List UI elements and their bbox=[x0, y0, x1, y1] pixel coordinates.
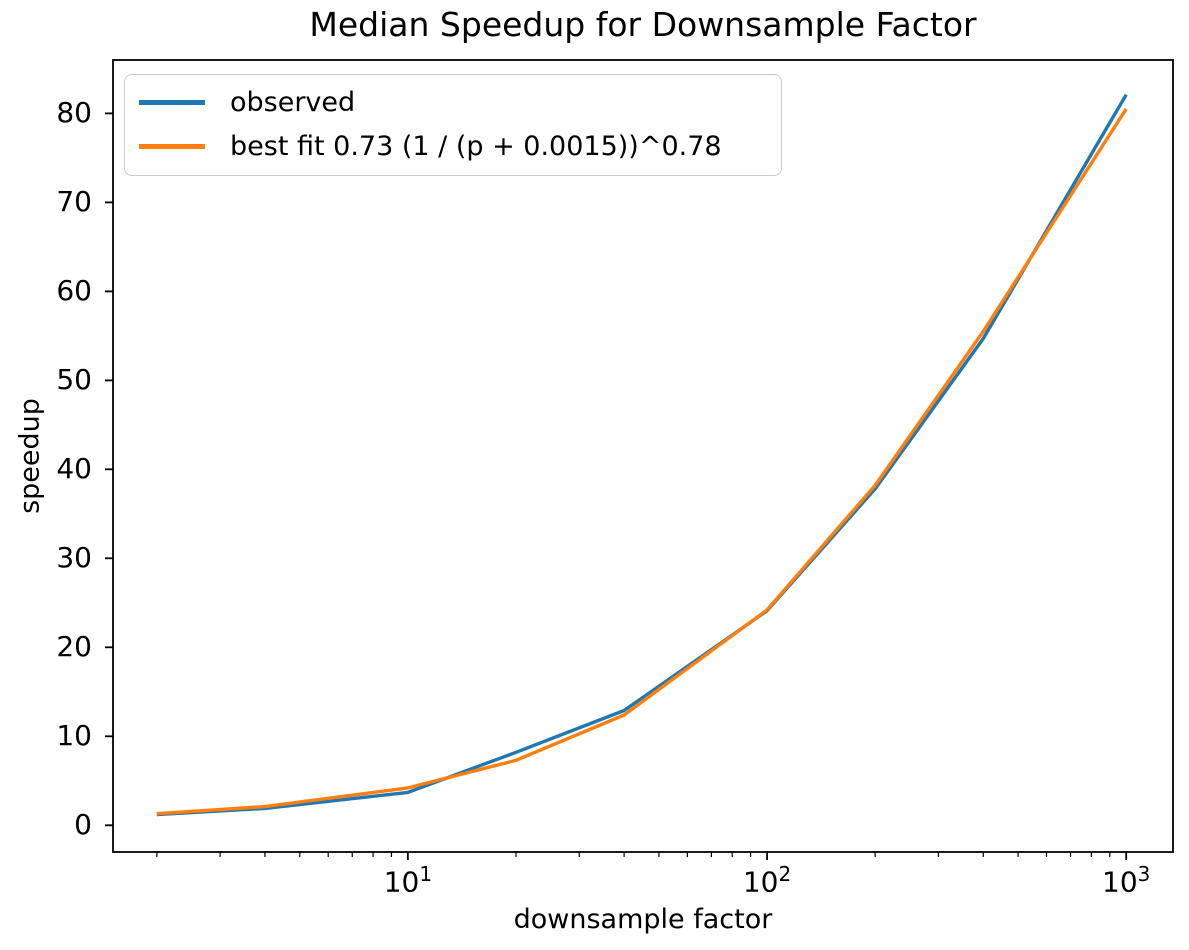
x-tick-label-100: 102 bbox=[727, 862, 807, 898]
y-tick-label: 30 bbox=[56, 541, 92, 575]
legend-item-best-fit: best fit 0.73 (1 / (p + 0.0015))^0.78 bbox=[139, 124, 781, 168]
y-tick-label: 20 bbox=[56, 630, 92, 664]
y-tick-label: 10 bbox=[56, 719, 92, 753]
x-tick-base: 10 bbox=[383, 865, 420, 899]
series-line-best-fit bbox=[156, 107, 1128, 816]
y-tick-label: 0 bbox=[74, 808, 92, 842]
chart-title: Median Speedup for Downsample Factor bbox=[309, 5, 977, 44]
x-tick-exponent: 2 bbox=[778, 862, 792, 886]
y-tick-label: 60 bbox=[56, 274, 92, 308]
y-tick-label: 80 bbox=[56, 96, 92, 130]
x-tick-exponent: 1 bbox=[419, 862, 433, 886]
y-tick-label: 40 bbox=[56, 452, 92, 486]
y-tick-label: 70 bbox=[56, 185, 92, 219]
series-line-observed bbox=[156, 93, 1128, 817]
plot-frame bbox=[112, 59, 1174, 853]
x-tick-label-1000: 103 bbox=[1086, 862, 1166, 898]
x-tick-base: 10 bbox=[1102, 865, 1138, 899]
legend-line-swatch-observed bbox=[139, 99, 205, 105]
x-tick-label-10: 101 bbox=[368, 862, 448, 898]
legend-label-observed: observed bbox=[230, 86, 356, 118]
legend-label-best-fit: best fit 0.73 (1 / (p + 0.0015))^0.78 bbox=[230, 130, 722, 162]
y-tick-label: 50 bbox=[56, 363, 92, 397]
x-tick-exponent: 3 bbox=[1137, 862, 1151, 886]
legend-item-observed: observed bbox=[139, 80, 781, 124]
x-axis-label: downsample factor bbox=[513, 904, 773, 935]
legend-line-swatch-best-fit bbox=[139, 143, 205, 149]
legend: observed best fit 0.73 (1 / (p + 0.0015)… bbox=[124, 74, 782, 176]
y-axis-label: speedup bbox=[14, 398, 46, 514]
x-tick-base: 10 bbox=[742, 865, 779, 899]
